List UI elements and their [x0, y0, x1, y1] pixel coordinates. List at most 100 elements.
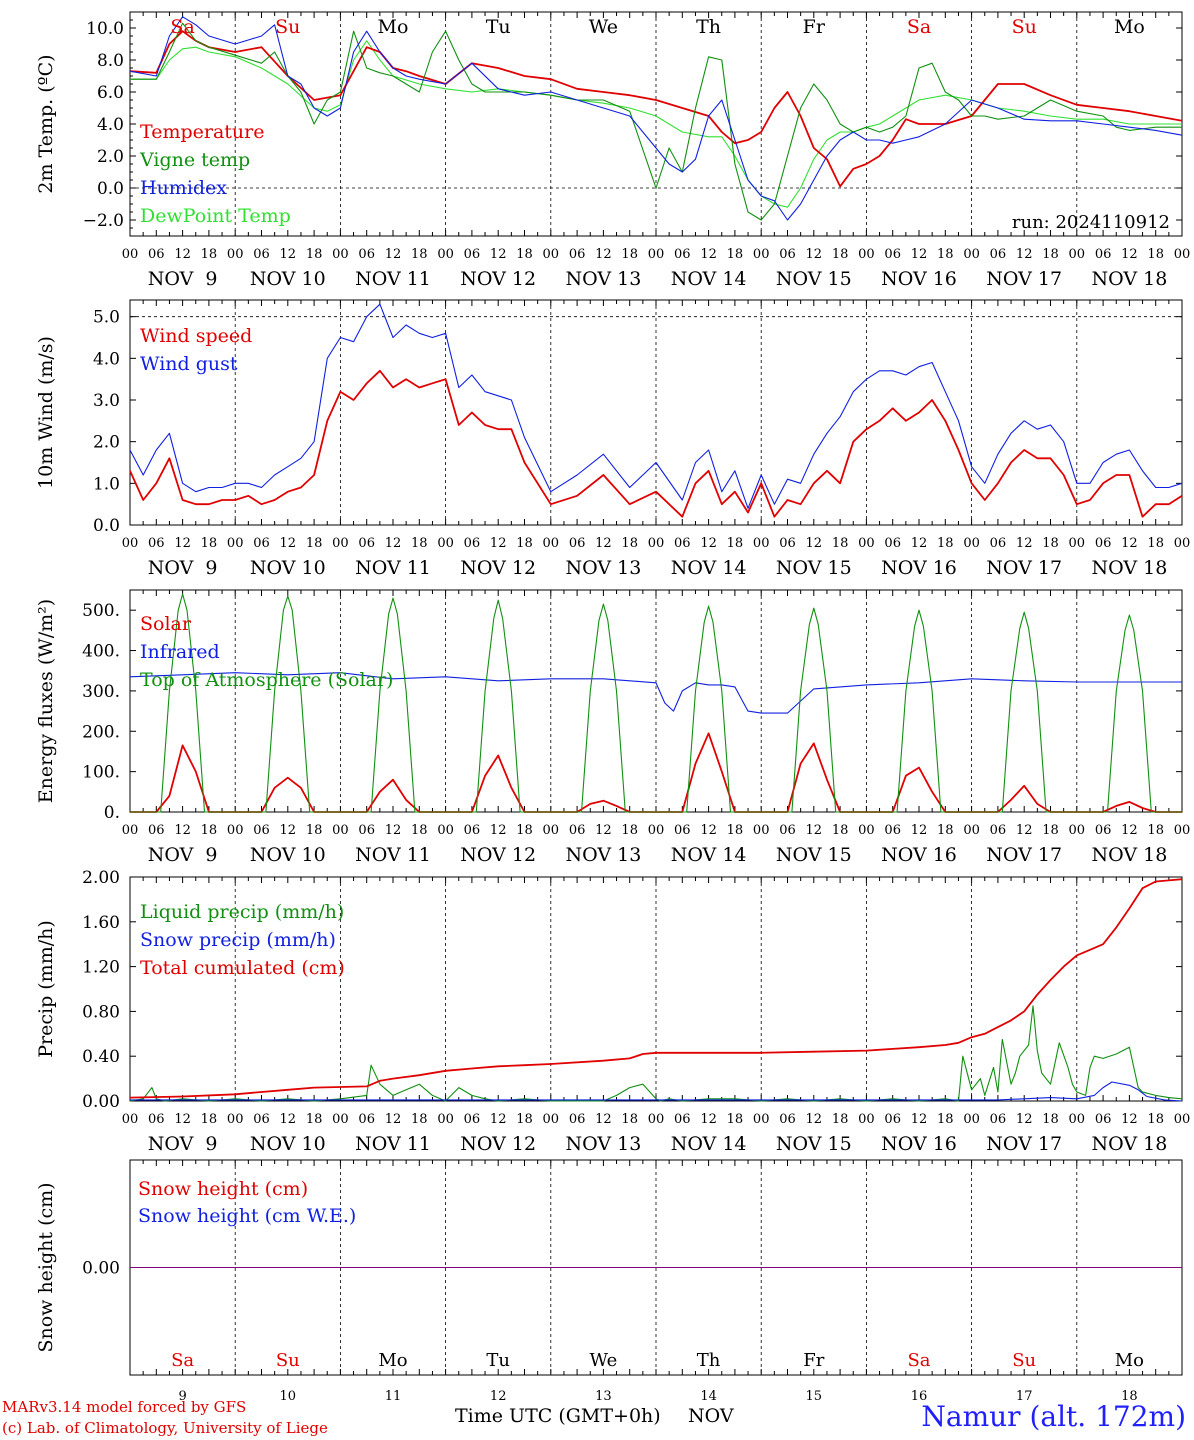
- hour-tick-label: 00: [122, 536, 139, 551]
- y-axis-label: Energy fluxes (W/m²): [35, 599, 57, 803]
- hour-tick-label: 12: [174, 823, 191, 838]
- hour-tick-label: 12: [911, 823, 928, 838]
- hour-tick-label: 06: [1095, 536, 1112, 551]
- date-label: NOV 14: [671, 844, 747, 866]
- hour-tick-label: 00: [753, 247, 770, 262]
- hour-tick-label: 18: [621, 823, 638, 838]
- hour-tick-label: 12: [385, 1112, 402, 1127]
- date-label: NOV 12: [460, 557, 536, 579]
- hour-tick-label: 06: [253, 823, 270, 838]
- hour-tick-label: 06: [148, 823, 165, 838]
- hour-tick-label: 12: [595, 823, 612, 838]
- hour-tick-label: 00: [963, 823, 980, 838]
- weekday-label: We: [589, 16, 618, 38]
- hour-tick-label: 00: [543, 1112, 560, 1127]
- date-label: NOV 11: [355, 268, 431, 290]
- hour-tick-label: 06: [779, 823, 796, 838]
- hour-tick-label: 12: [806, 823, 823, 838]
- date-label: NOV 15: [776, 557, 852, 579]
- date-label: NOV 18: [1091, 268, 1167, 290]
- weekday-label: Mo: [378, 16, 409, 38]
- hour-tick-label: 06: [358, 1112, 375, 1127]
- legend-entry: Snow precip (mm/h): [140, 929, 336, 951]
- hour-tick-label: 06: [884, 247, 901, 262]
- date-label: NOV 16: [881, 1133, 957, 1155]
- weekday-label: Su: [1012, 1350, 1036, 1371]
- date-label: NOV 18: [1091, 844, 1167, 866]
- hour-tick-label: 12: [1016, 536, 1033, 551]
- hour-tick-label: 18: [727, 823, 744, 838]
- hour-tick-label: 00: [437, 1112, 454, 1127]
- hour-tick-label: 12: [174, 536, 191, 551]
- date-label: NOV 17: [986, 844, 1062, 866]
- hour-tick-label: 00: [648, 536, 665, 551]
- hour-tick-label: 00: [543, 536, 560, 551]
- hour-tick-label: 06: [569, 536, 586, 551]
- hour-tick-label: 00: [332, 536, 349, 551]
- hour-tick-label: 06: [464, 536, 481, 551]
- date-label: NOV 13: [565, 1133, 641, 1155]
- date-label: NOV 10: [250, 268, 326, 290]
- y-tick-label: 2.0: [97, 147, 124, 167]
- run-annotation: run: 2024110912: [1012, 212, 1170, 233]
- hour-tick-label: 06: [148, 1112, 165, 1127]
- hour-tick-label: 06: [1095, 1112, 1112, 1127]
- hour-tick-label: 06: [990, 823, 1007, 838]
- plot-frame: [129, 11, 1183, 237]
- hour-tick-label: 06: [674, 247, 691, 262]
- date-label: NOV 12: [460, 1133, 536, 1155]
- y-tick-label: 0.80: [82, 1002, 120, 1022]
- hour-tick-label: 18: [1147, 1112, 1164, 1127]
- y-tick-label: 100.: [82, 763, 120, 783]
- date-label: NOV 11: [355, 557, 431, 579]
- hour-tick-label: 12: [911, 536, 928, 551]
- day-number-label: 9: [178, 1389, 186, 1404]
- hour-tick-label: 00: [1174, 823, 1191, 838]
- month-label: NOV: [688, 1405, 734, 1427]
- hour-tick-label: 18: [1147, 823, 1164, 838]
- y-axis-label: Snow height (cm): [35, 1182, 57, 1352]
- hour-tick-label: 00: [1069, 247, 1086, 262]
- series-line-wind-speed: [129, 369, 1183, 518]
- hour-tick-label: 00: [753, 536, 770, 551]
- hour-tick-label: 06: [464, 1112, 481, 1127]
- y-tick-label: 4.0: [97, 115, 124, 135]
- hour-tick-label: 06: [779, 536, 796, 551]
- hour-tick-label: 00: [543, 823, 560, 838]
- hour-tick-label: 18: [832, 536, 849, 551]
- hour-tick-label: 12: [1121, 536, 1138, 551]
- date-label: NOV 15: [776, 844, 852, 866]
- weekday-label: Fr: [803, 1350, 824, 1371]
- hour-tick-label: 12: [280, 823, 297, 838]
- weekday-label: Tu: [486, 1350, 510, 1371]
- x-axis-label: Time UTC (GMT+0h): [455, 1405, 661, 1427]
- hour-tick-label: 18: [727, 1112, 744, 1127]
- y-tick-label: 5.0: [93, 308, 120, 328]
- date-label: NOV 15: [776, 1133, 852, 1155]
- legend-entry: Liquid precip (mm/h): [140, 901, 344, 923]
- hour-tick-label: 00: [648, 247, 665, 262]
- hour-tick-label: 12: [280, 247, 297, 262]
- y-tick-label: 3.0: [93, 391, 120, 411]
- series-line-wind-gust: [129, 303, 1183, 509]
- weekday-label: Mo: [378, 1350, 407, 1371]
- hour-tick-label: 00: [122, 247, 139, 262]
- hour-tick-label: 18: [1147, 536, 1164, 551]
- legend-entry: Total cumulated (cm): [140, 957, 345, 979]
- hour-tick-label: 18: [411, 1112, 428, 1127]
- station-label: Namur (alt. 172m): [921, 1400, 1186, 1433]
- weekday-label: Sa: [907, 1350, 930, 1371]
- model-credit: MARv3.14 model forced by GFS: [2, 1398, 247, 1416]
- weekday-label: We: [590, 1350, 618, 1371]
- weekday-label: Su: [275, 16, 300, 38]
- hour-tick-label: 06: [990, 1112, 1007, 1127]
- hour-tick-label: 00: [227, 247, 244, 262]
- weekday-label: Sa: [907, 16, 931, 38]
- series-line-vigne-temp: [130, 22, 1182, 221]
- y-tick-label: 1.60: [82, 913, 120, 933]
- hour-tick-label: 06: [990, 247, 1007, 262]
- date-label: NOV 14: [671, 1133, 747, 1155]
- panel-2: 5.0 4.0 3.0 2.0 1.0 0.0 10m Wind (m/s) Wind spe…: [35, 299, 1190, 579]
- y-tick-label: −2.0: [83, 211, 124, 231]
- hour-tick-label: 00: [1069, 536, 1086, 551]
